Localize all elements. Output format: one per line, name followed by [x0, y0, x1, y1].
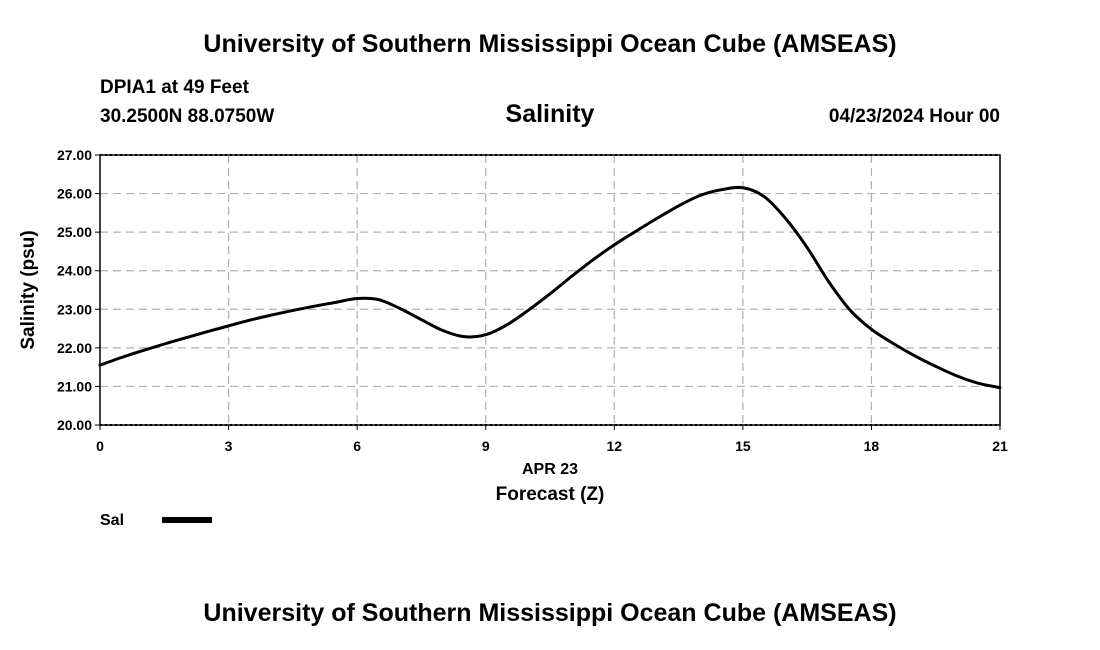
y-axis-label: Salinity (psu)	[18, 230, 39, 349]
x-tick-label: 18	[864, 438, 880, 454]
x-tick-label: 15	[735, 438, 751, 454]
footer-title: University of Southern Mississippi Ocean…	[203, 599, 897, 627]
legend: Sal	[100, 512, 212, 529]
x-tick-label: 21	[992, 438, 1008, 454]
y-tick-label: 20.00	[57, 417, 92, 433]
x-tick-label: 3	[225, 438, 233, 454]
forecast-datetime: 04/23/2024 Hour 00	[828, 106, 1000, 127]
legend-label-sal: Sal	[100, 512, 124, 529]
chart-title: Salinity	[505, 100, 595, 128]
station-label: DPIA1 at 49 Feet	[100, 77, 249, 98]
y-tick-label: 24.00	[57, 263, 92, 279]
y-tick-label: 26.00	[57, 186, 92, 202]
y-tick-label: 23.00	[57, 301, 92, 317]
x-tick-label: 9	[482, 438, 490, 454]
grid	[100, 155, 1000, 425]
x-axis-label: Forecast (Z)	[496, 484, 605, 505]
y-tick-label: 21.00	[57, 378, 92, 394]
coordinates-label: 30.2500N 88.0750W	[100, 106, 275, 127]
y-tick-label: 25.00	[57, 224, 92, 240]
x-tick-label: 0	[96, 438, 104, 454]
plot-border	[99, 154, 1001, 426]
page-title: University of Southern Mississippi Ocean…	[203, 30, 897, 58]
x-tick-label: 6	[353, 438, 361, 454]
y-axis-ticks: 20.00 21.00 22.00 23.00 24.00 25.00 26.00 27.00	[57, 147, 100, 433]
x-axis-ticks: 0 3 6 9 12 15 18 21	[96, 425, 1008, 454]
x-tick-label: 12	[606, 438, 622, 454]
series-line-sal	[98, 185, 1002, 390]
y-tick-label: 22.00	[57, 340, 92, 356]
y-tick-label: 27.00	[57, 147, 92, 163]
x-axis-date-label: APR 23	[522, 461, 578, 478]
